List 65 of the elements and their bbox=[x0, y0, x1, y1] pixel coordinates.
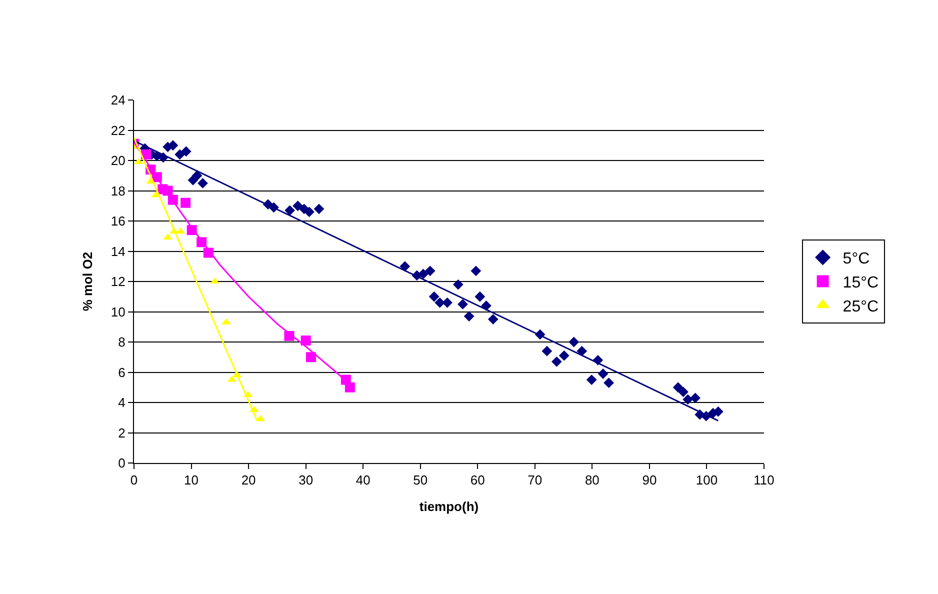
y-tick-label: 6 bbox=[118, 364, 126, 380]
x-tick-label: 60 bbox=[470, 472, 485, 488]
point bbox=[604, 378, 614, 388]
point bbox=[488, 314, 498, 325]
x-tick-label: 50 bbox=[413, 472, 428, 488]
point bbox=[474, 291, 486, 302]
point bbox=[678, 386, 688, 398]
y-tick-label: 10 bbox=[110, 304, 126, 320]
point bbox=[586, 374, 597, 386]
y-tick-label: 22 bbox=[110, 122, 126, 138]
point bbox=[458, 298, 468, 310]
point bbox=[442, 297, 452, 308]
point bbox=[198, 178, 208, 188]
point bbox=[481, 300, 492, 311]
point bbox=[464, 311, 474, 322]
point bbox=[192, 170, 202, 181]
y-tick-label: 8 bbox=[118, 334, 126, 350]
point bbox=[558, 350, 570, 361]
point bbox=[418, 268, 428, 280]
point bbox=[344, 382, 355, 392]
y-tick-label: 20 bbox=[110, 153, 126, 168]
legend-label: 25°C bbox=[842, 298, 879, 316]
point bbox=[598, 368, 608, 379]
x-axis-title: tiempo(h) bbox=[419, 499, 479, 514]
x-tick-label: 70 bbox=[528, 472, 542, 488]
point bbox=[180, 146, 192, 157]
point bbox=[180, 198, 191, 208]
x-tick-label: 80 bbox=[584, 472, 600, 488]
y-tick-label: 16 bbox=[110, 214, 126, 229]
point bbox=[306, 352, 316, 362]
y-tick-label: 12 bbox=[110, 274, 126, 290]
point bbox=[682, 394, 694, 405]
point bbox=[292, 200, 303, 212]
point bbox=[551, 356, 562, 367]
y-tick-label: 24 bbox=[110, 92, 126, 108]
x-tick-label: 40 bbox=[356, 472, 370, 488]
point bbox=[452, 279, 464, 290]
y-tick-label: 4 bbox=[118, 395, 126, 410]
point bbox=[174, 149, 186, 160]
x-tick-label: 20 bbox=[241, 472, 256, 488]
point bbox=[434, 297, 446, 308]
x-tick-label: 110 bbox=[754, 472, 774, 488]
point bbox=[284, 205, 295, 216]
y-tick-label: 0 bbox=[118, 456, 126, 471]
point bbox=[542, 346, 552, 356]
x-tick-label: 30 bbox=[298, 472, 314, 488]
point bbox=[690, 392, 700, 404]
point bbox=[314, 204, 324, 214]
legend-label: 15°C bbox=[842, 274, 879, 292]
point bbox=[304, 206, 314, 218]
y-axis-title: % mol O2 bbox=[80, 252, 95, 312]
point bbox=[576, 346, 588, 356]
point bbox=[470, 266, 482, 276]
y-tick-label: 14 bbox=[110, 244, 126, 259]
point bbox=[300, 335, 311, 346]
x-tick-label: 10 bbox=[184, 472, 199, 488]
point bbox=[428, 291, 440, 302]
x-tick-label: 0 bbox=[130, 472, 138, 488]
point bbox=[568, 336, 580, 348]
x-tick-label: 90 bbox=[642, 472, 657, 488]
point bbox=[424, 266, 436, 276]
y-tick-label: 2 bbox=[118, 425, 126, 440]
legend-label: 5°C bbox=[842, 250, 870, 268]
x-tick-label: 100 bbox=[696, 472, 718, 488]
y-tick-label: 18 bbox=[110, 183, 126, 198]
